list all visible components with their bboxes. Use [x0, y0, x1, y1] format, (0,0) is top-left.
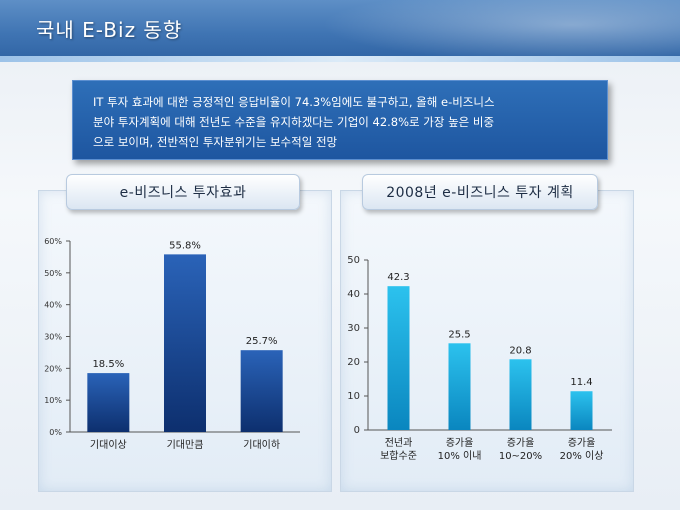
plan-y-tick-label: 20	[347, 357, 360, 368]
plan-category-label: 증가율	[446, 437, 474, 449]
summary-line-3: 으로 보이며, 전반적인 투자분위기는 보수적일 전망	[93, 135, 338, 149]
plan-category-label: 증가율	[568, 437, 596, 449]
effect-y-tick-label: 0%	[49, 428, 62, 437]
effect-category-label: 기대이하	[243, 438, 280, 451]
effect-y-tick-label: 10%	[44, 396, 62, 405]
plan-bar	[509, 359, 532, 430]
plan-category-label: 10~20%	[499, 451, 542, 462]
plan-data-label: 20.8	[509, 345, 531, 356]
plan-bar	[448, 343, 471, 430]
effect-bar	[164, 254, 206, 432]
effect-y-tick-label: 20%	[44, 364, 62, 373]
effect-y-tick-label: 60%	[44, 237, 62, 246]
chart-title-investment-effect: e-비즈니스 투자효과	[66, 174, 300, 210]
effect-data-label: 18.5%	[92, 359, 124, 370]
plan-bar	[387, 286, 410, 430]
effect-y-tick-label: 40%	[44, 301, 62, 310]
summary-box: IT 투자 효과에 대한 긍정적인 응답비율이 74.3%임에도 불구하고, 올…	[72, 80, 608, 160]
plan-y-tick-label: 0	[354, 425, 360, 436]
chart-investment-effect: 0% 10% 20% 30% 40% 50% 60% 18.5% 기대이상 55.8% 기대만큼 25…	[44, 237, 300, 451]
summary-line-1: IT 투자 효과에 대한 긍정적인 응답비율이 74.3%임에도 불구하고, 올…	[93, 95, 495, 109]
effect-data-label: 25.7%	[246, 336, 278, 347]
chart-title-investment-plan: 2008년 e-비즈니스 투자 계획	[362, 174, 598, 210]
effect-y-tick-label: 30%	[44, 333, 62, 342]
page-title: 국내 E-Biz 동향	[36, 18, 183, 42]
plan-bar	[570, 391, 593, 430]
effect-bar	[240, 350, 283, 432]
plan-y-tick-label: 50	[347, 255, 360, 266]
plan-category-label: 10% 이내	[438, 450, 482, 462]
plan-y-tick-label: 40	[347, 289, 360, 300]
effect-y-tick-label: 50%	[44, 269, 62, 278]
plan-y-tick-label: 30	[347, 323, 360, 334]
summary-line-2: 분야 투자계획에 대해 전년도 수준을 유지하겠다는 기업이 42.8%로 가장…	[93, 115, 495, 129]
effect-bar	[87, 373, 130, 432]
header-accent-bar	[0, 56, 680, 62]
effect-category-label: 기대이상	[90, 439, 127, 451]
plan-category-label: 전년과	[385, 437, 413, 449]
plan-data-label: 42.3	[387, 272, 409, 283]
effect-category-label: 기대만큼	[167, 439, 204, 451]
plan-category-label: 보합수준	[380, 450, 417, 462]
header-bar	[0, 0, 680, 62]
plan-category-label: 20% 이상	[560, 450, 604, 462]
plan-y-tick-label: 10	[347, 391, 360, 402]
plan-data-label: 11.4	[570, 377, 592, 388]
effect-data-label: 55.8%	[169, 240, 201, 251]
plan-category-label: 증가율	[507, 437, 535, 449]
plan-data-label: 25.5	[448, 329, 470, 340]
header-shine	[320, 0, 680, 62]
